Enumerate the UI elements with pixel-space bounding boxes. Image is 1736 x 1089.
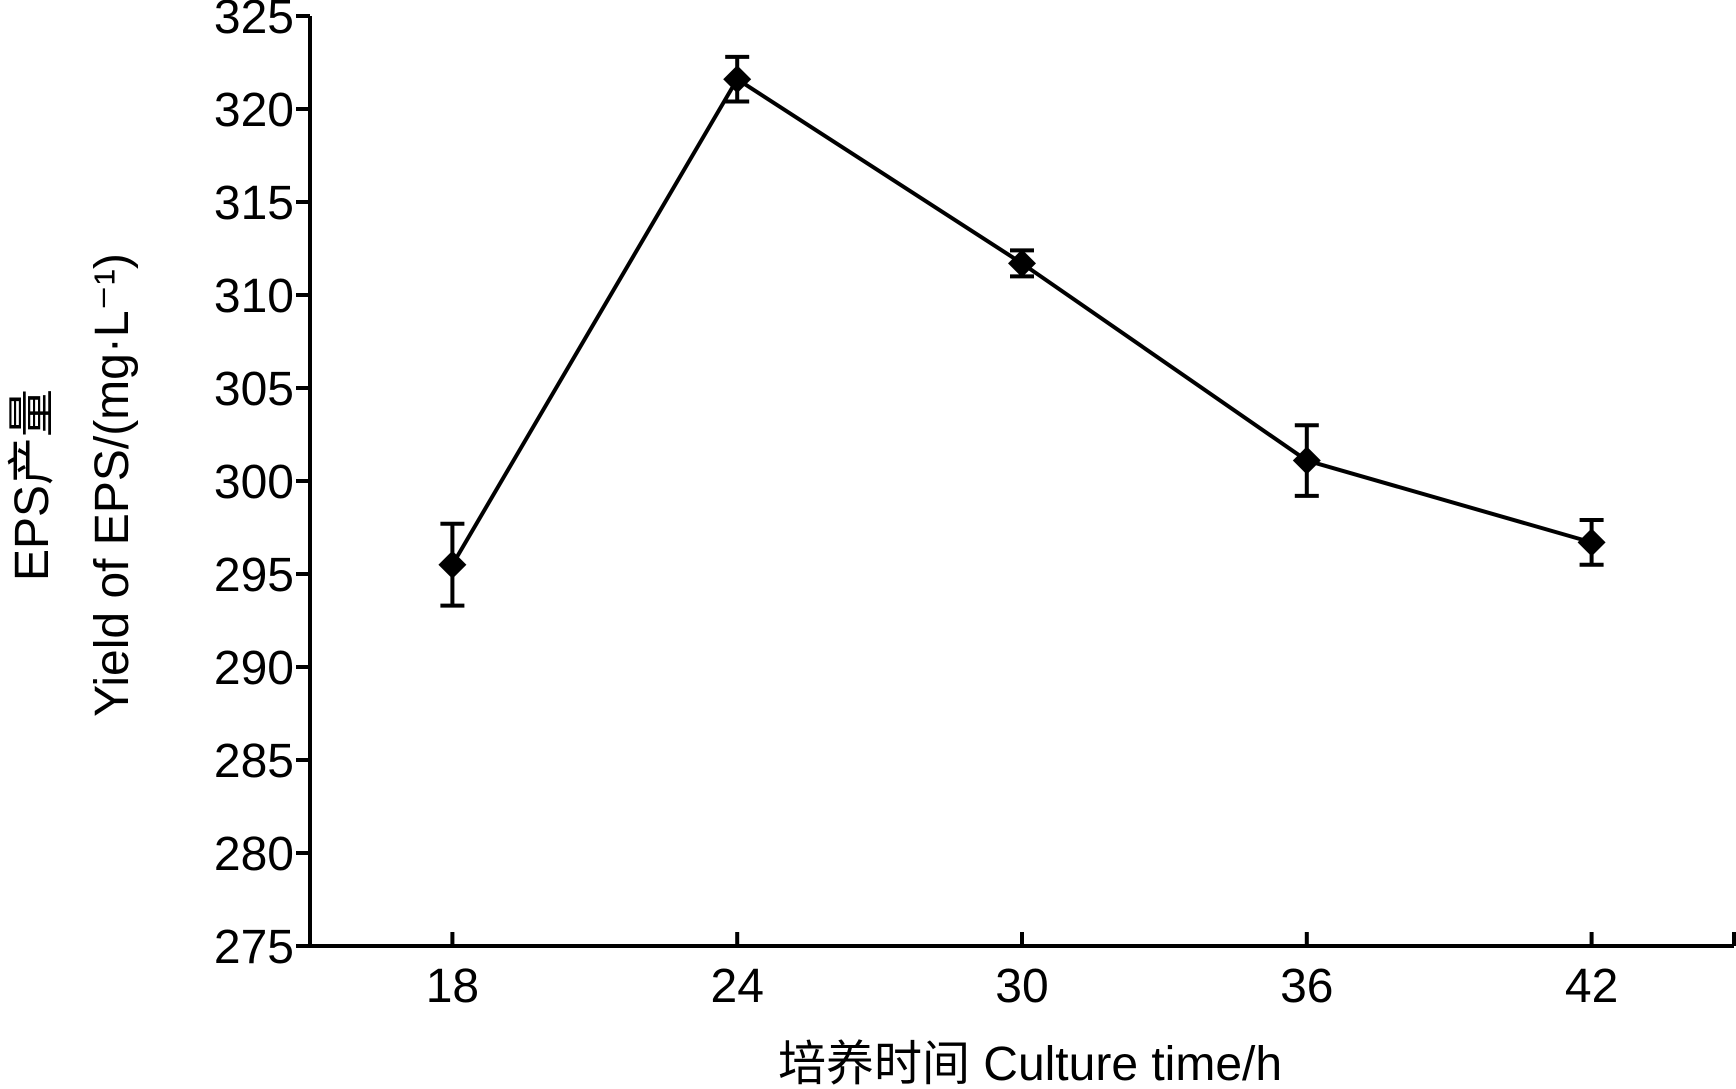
data-point	[723, 65, 752, 94]
y-tick-label: 310	[214, 270, 294, 323]
y-axis-title-line2: Yield of EPS/(mg·L⁻¹)	[86, 253, 139, 717]
y-axis-title-line1: EPS产量	[6, 389, 59, 581]
y-tick-label: 325	[214, 0, 294, 44]
y-tick-label: 295	[214, 549, 294, 602]
x-tick-label: 30	[995, 960, 1048, 1013]
y-tick-label: 315	[214, 177, 294, 230]
series-line	[450, 76, 1593, 566]
y-tick-label: 320	[214, 84, 294, 137]
x-axis-title: 培养时间 Culture time/h	[778, 1038, 1282, 1089]
data-point	[1008, 249, 1036, 278]
y-tick-label: 275	[214, 921, 294, 974]
data-point	[1292, 446, 1321, 475]
y-tick-label: 305	[214, 363, 294, 416]
y-tick-label: 285	[214, 735, 294, 788]
x-ticks: 18 24 30 36 42	[426, 932, 1736, 1013]
y-tick-label: 280	[214, 828, 294, 881]
series	[438, 54, 1606, 608]
x-tick-label: 18	[426, 960, 479, 1013]
x-tick-label: 36	[1280, 960, 1333, 1013]
data-point	[1577, 528, 1606, 557]
axes	[308, 16, 1734, 948]
x-tick-label: 24	[711, 960, 764, 1013]
y-tick-label: 290	[214, 642, 294, 695]
y-ticks: 275 280 285 290 295 300 305 310 315 320 325	[214, 0, 310, 974]
x-tick-label: 42	[1565, 960, 1618, 1013]
y-tick-label: 300	[214, 456, 294, 509]
data-point	[438, 550, 467, 579]
